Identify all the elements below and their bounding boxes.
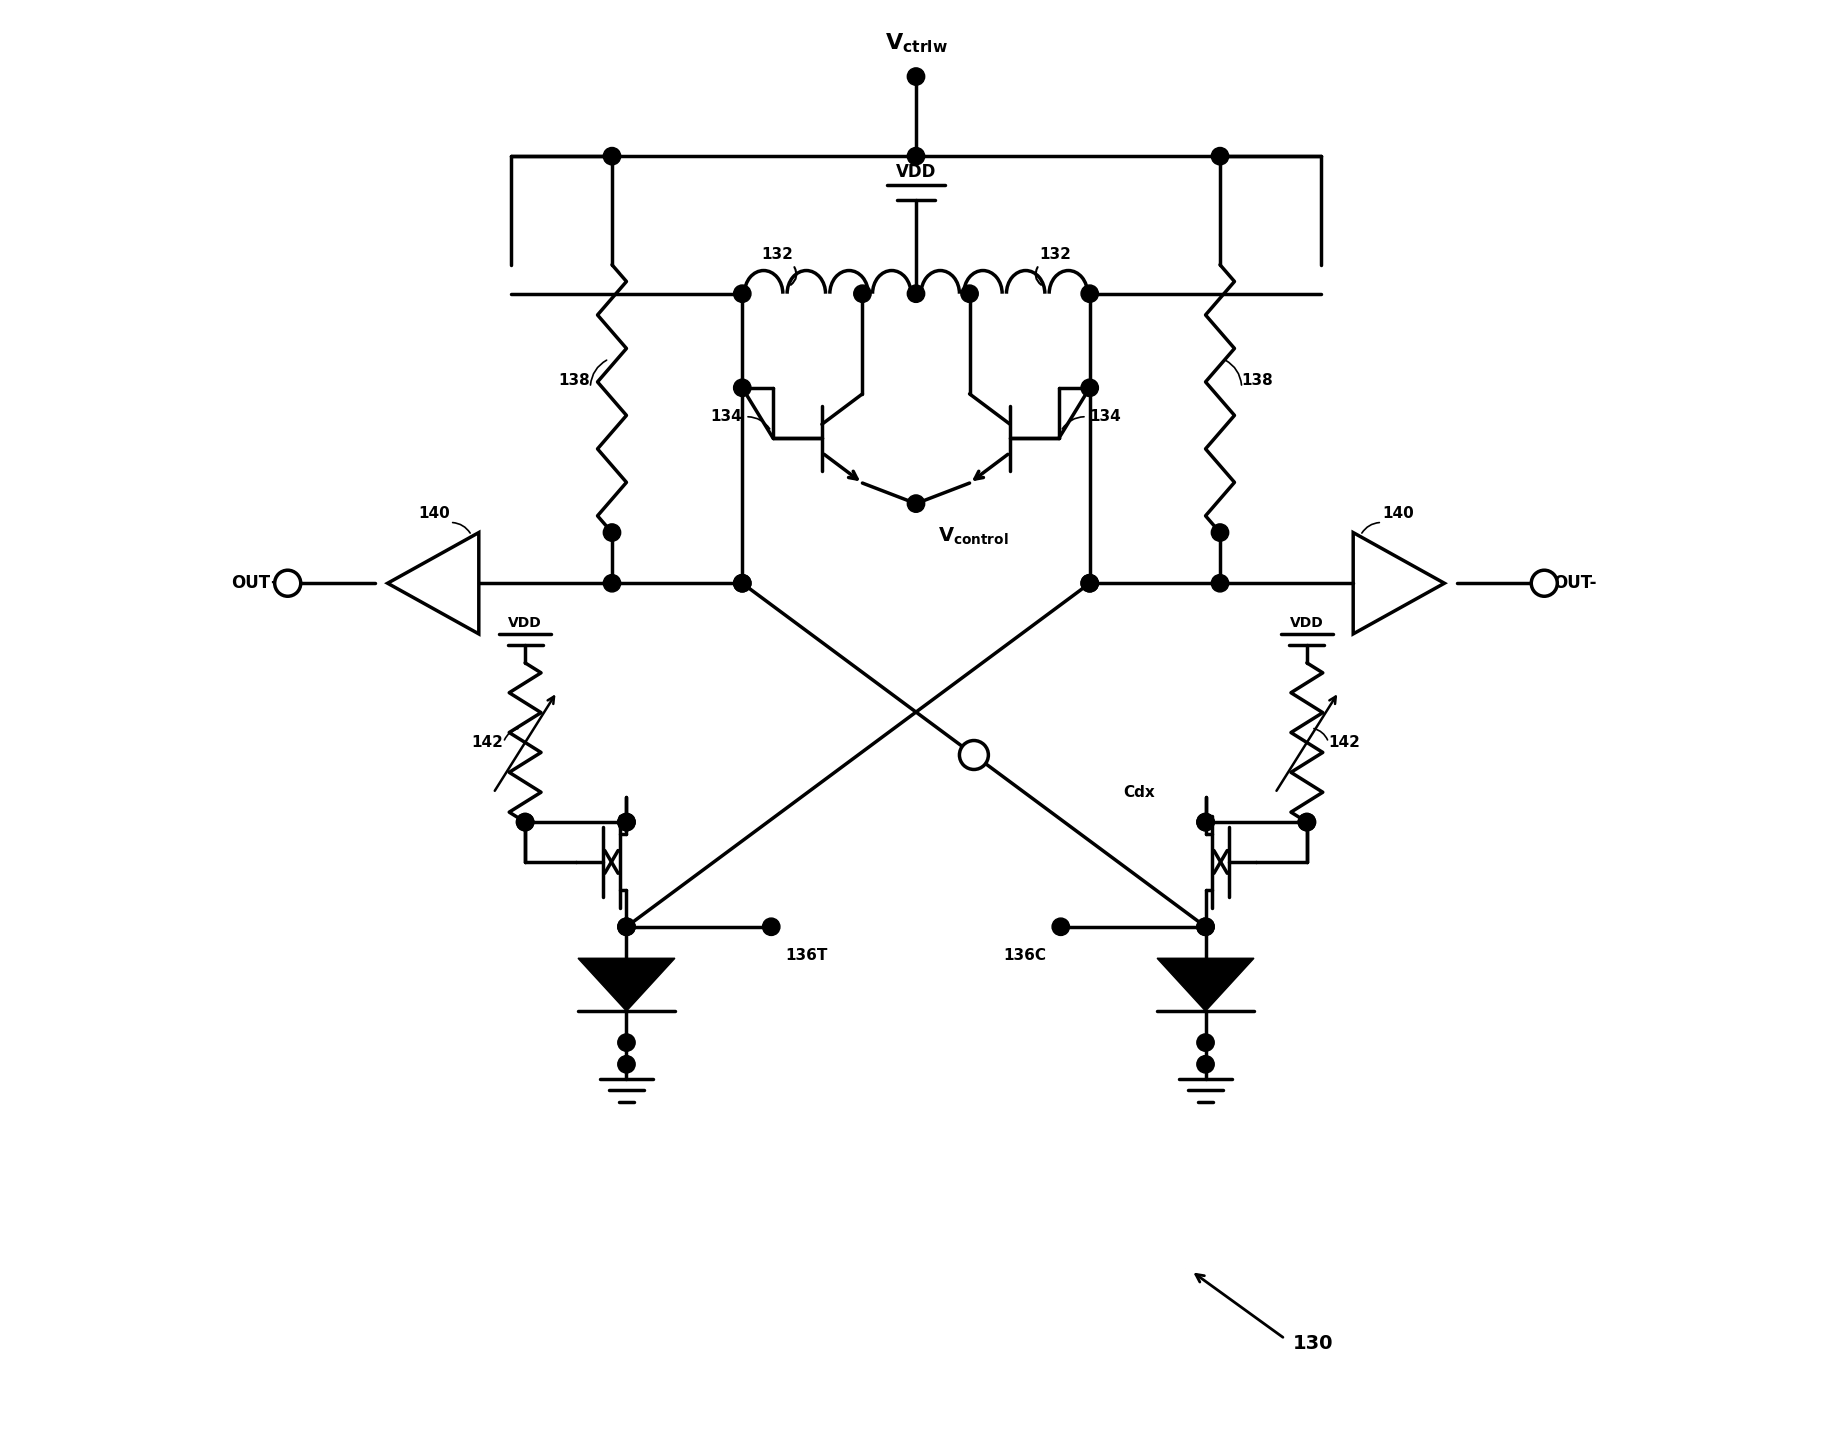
Circle shape	[1081, 575, 1099, 593]
Circle shape	[1211, 524, 1229, 542]
Circle shape	[1196, 814, 1215, 831]
Circle shape	[617, 919, 636, 935]
Circle shape	[1081, 285, 1099, 303]
Text: $\mathbf{V_{ctrlw}}$: $\mathbf{V_{ctrlw}}$	[885, 31, 947, 55]
Circle shape	[733, 285, 751, 303]
Circle shape	[1196, 1056, 1215, 1073]
Circle shape	[1081, 379, 1099, 396]
Circle shape	[960, 741, 989, 769]
Circle shape	[1196, 919, 1215, 935]
Circle shape	[617, 814, 636, 831]
Circle shape	[907, 147, 925, 165]
Circle shape	[603, 575, 621, 593]
Circle shape	[1211, 147, 1229, 165]
Circle shape	[617, 814, 636, 831]
Circle shape	[1211, 575, 1229, 593]
Polygon shape	[1158, 958, 1253, 1010]
Text: 134: 134	[711, 409, 742, 424]
Circle shape	[733, 379, 751, 396]
Text: 134: 134	[1090, 409, 1121, 424]
Text: OUT+: OUT+	[231, 574, 284, 593]
Circle shape	[617, 1034, 636, 1051]
Circle shape	[762, 919, 780, 935]
Text: 142: 142	[471, 735, 504, 750]
Circle shape	[1299, 814, 1315, 831]
Circle shape	[907, 495, 925, 513]
Text: 136T: 136T	[786, 948, 828, 964]
Circle shape	[1081, 575, 1099, 593]
Text: 136C: 136C	[1004, 948, 1046, 964]
Circle shape	[1196, 1034, 1215, 1051]
Text: 142: 142	[1328, 735, 1361, 750]
Text: 138: 138	[559, 373, 590, 389]
Circle shape	[617, 919, 636, 935]
Circle shape	[1532, 571, 1557, 597]
Circle shape	[275, 571, 300, 597]
Circle shape	[517, 814, 533, 831]
Circle shape	[960, 285, 978, 303]
Text: 138: 138	[1242, 373, 1273, 389]
Circle shape	[854, 285, 872, 303]
Polygon shape	[579, 958, 674, 1010]
Text: 140: 140	[1381, 507, 1414, 521]
Text: 132: 132	[760, 248, 793, 262]
Text: $\mathbf{V_{control}}$: $\mathbf{V_{control}}$	[938, 526, 1008, 546]
Circle shape	[603, 524, 621, 542]
Circle shape	[1052, 919, 1070, 935]
Text: OUT-: OUT-	[1554, 574, 1596, 593]
Circle shape	[603, 147, 621, 165]
Text: Cdx: Cdx	[1123, 785, 1154, 801]
Circle shape	[617, 1056, 636, 1073]
Text: 140: 140	[418, 507, 451, 521]
Text: VDD: VDD	[1290, 616, 1325, 629]
Text: VDD: VDD	[896, 163, 936, 181]
Circle shape	[1196, 814, 1215, 831]
Text: 130: 130	[1292, 1334, 1334, 1353]
Circle shape	[907, 285, 925, 303]
Circle shape	[517, 814, 533, 831]
Circle shape	[1196, 919, 1215, 935]
Circle shape	[733, 575, 751, 593]
Circle shape	[907, 68, 925, 86]
Circle shape	[1299, 814, 1315, 831]
Circle shape	[733, 575, 751, 593]
Text: VDD: VDD	[507, 616, 542, 629]
Text: 132: 132	[1039, 248, 1072, 262]
